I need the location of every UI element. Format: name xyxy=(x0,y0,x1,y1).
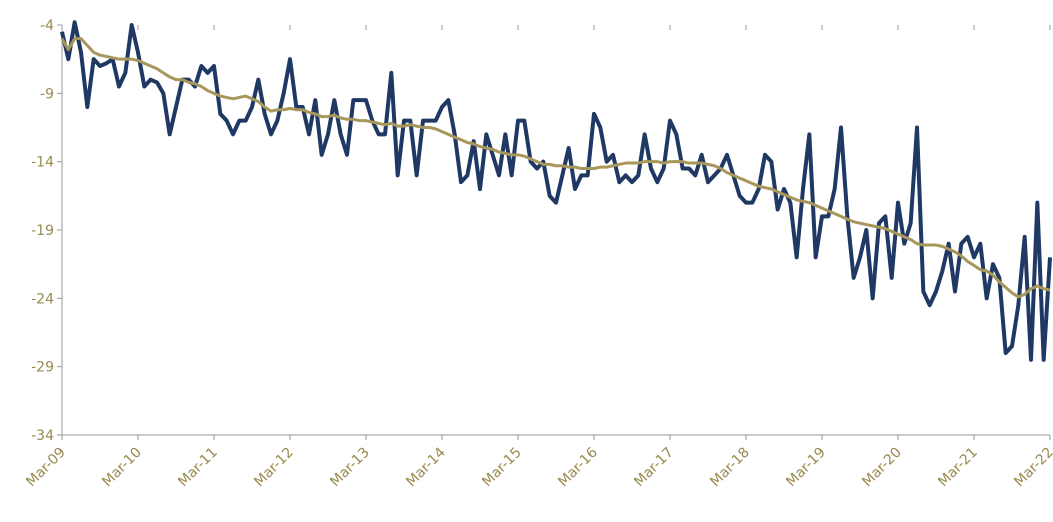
x-tick-label: Mar-20 xyxy=(859,445,905,491)
x-tick-label: Mar-22 xyxy=(1011,445,1053,491)
y-tick-label: -29 xyxy=(31,360,54,376)
y-tick-label: -4 xyxy=(40,18,54,34)
x-tick-label: Mar-21 xyxy=(935,445,981,491)
y-tick-label: -14 xyxy=(31,155,54,171)
x-tick-label: Mar-18 xyxy=(707,445,753,491)
x-tick-label: Mar-09 xyxy=(23,445,69,491)
y-tick-label: -24 xyxy=(31,291,54,307)
y-tick-label: -34 xyxy=(31,428,54,444)
x-tick-label: Mar-14 xyxy=(403,444,449,490)
x-tick-label: Mar-13 xyxy=(327,445,373,491)
x-tick-label: Mar-17 xyxy=(631,445,677,491)
x-tick-label: Mar-11 xyxy=(175,445,221,491)
series-line xyxy=(60,20,1052,362)
x-tick-label: Mar-19 xyxy=(783,445,829,491)
y-tick-label: -19 xyxy=(31,223,54,239)
y-tick-label: -9 xyxy=(40,86,54,102)
x-tick-label: Mar-10 xyxy=(99,445,145,491)
x-tick-label: Mar-12 xyxy=(251,445,297,491)
series-line xyxy=(60,37,1051,299)
x-tick-label: Mar-16 xyxy=(555,444,601,490)
x-tick-label: Mar-15 xyxy=(479,445,525,491)
